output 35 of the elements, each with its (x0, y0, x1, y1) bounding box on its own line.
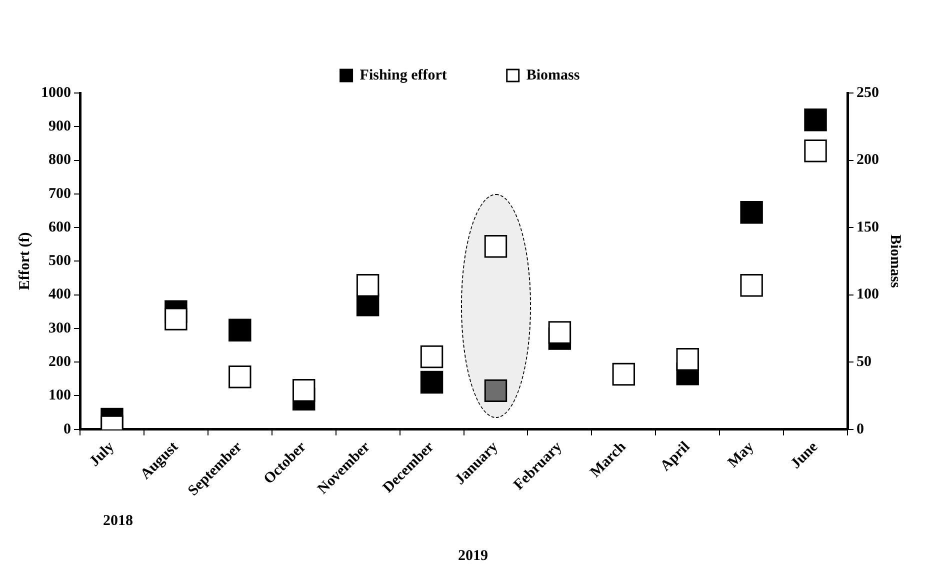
y2-tick-label: 150 (856, 219, 879, 236)
x-tick-label: May (725, 438, 758, 471)
text: 2018 (103, 513, 133, 530)
y-axis-title: Effort (f) (16, 232, 33, 290)
y-tick-label: 100 (48, 388, 71, 404)
y-tick-label: 800 (48, 152, 71, 168)
y-tick-label: 0 (64, 421, 71, 438)
point (484, 379, 508, 402)
legend-label: Biomass (526, 67, 580, 84)
y-tick-label: 200 (48, 354, 71, 370)
y-tick-label: 1000 (41, 84, 71, 101)
point (740, 201, 763, 224)
point (548, 321, 572, 344)
point (420, 370, 444, 394)
y-tick-label: 400 (48, 286, 71, 303)
y-tick-label: 500 (48, 253, 71, 270)
point (292, 379, 316, 402)
text: 2019 (458, 548, 488, 565)
y2-tick-label: 100 (856, 286, 879, 303)
point (804, 108, 827, 132)
y-tick-label: 300 (48, 320, 71, 336)
y2-tick-label: 250 (856, 84, 879, 101)
point (484, 235, 508, 258)
y-tick-label: 900 (48, 118, 71, 135)
y2-axis-title: Biomass (887, 234, 904, 288)
point (164, 308, 188, 330)
point (228, 318, 252, 342)
x-tick-label: July (86, 438, 118, 470)
legend-label: Fishing effort (360, 67, 447, 84)
y2-tick-label: 0 (856, 421, 864, 438)
y2-tick-label: 50 (856, 354, 872, 370)
y-tick-label: 600 (48, 219, 71, 236)
y-tick-label: 700 (48, 186, 71, 202)
x-tick-label: June (788, 438, 822, 472)
y2-tick-label: 200 (856, 152, 879, 168)
